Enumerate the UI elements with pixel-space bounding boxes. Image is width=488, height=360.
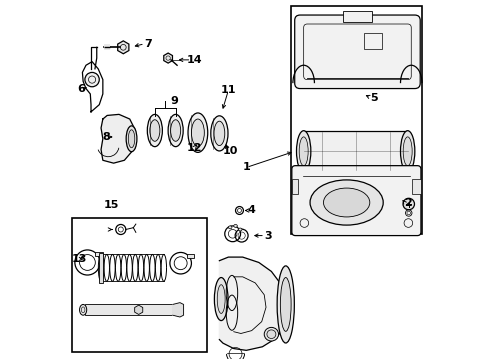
Ellipse shape xyxy=(149,120,160,141)
Text: 10: 10 xyxy=(222,146,237,156)
Bar xyxy=(342,12,371,22)
Ellipse shape xyxy=(233,225,237,227)
Bar xyxy=(85,305,172,315)
Ellipse shape xyxy=(126,126,137,152)
Text: 6: 6 xyxy=(77,84,85,94)
Ellipse shape xyxy=(238,228,242,231)
Ellipse shape xyxy=(309,180,383,225)
Ellipse shape xyxy=(187,113,207,152)
Bar xyxy=(290,6,421,234)
Text: 8: 8 xyxy=(102,132,110,142)
Ellipse shape xyxy=(280,278,290,331)
Ellipse shape xyxy=(210,116,227,151)
Ellipse shape xyxy=(323,188,369,217)
Ellipse shape xyxy=(170,120,180,141)
Text: 12: 12 xyxy=(186,143,202,153)
Text: 2: 2 xyxy=(403,198,411,208)
Text: 13: 13 xyxy=(72,254,87,264)
Bar xyxy=(303,131,407,172)
Text: 4: 4 xyxy=(247,206,255,216)
Ellipse shape xyxy=(217,285,224,314)
Polygon shape xyxy=(101,114,135,163)
Ellipse shape xyxy=(147,114,162,147)
Circle shape xyxy=(85,72,99,87)
Ellipse shape xyxy=(228,226,231,229)
Text: 7: 7 xyxy=(143,39,151,49)
Text: 9: 9 xyxy=(170,96,178,106)
Text: 5: 5 xyxy=(369,93,377,103)
Ellipse shape xyxy=(400,131,414,172)
Ellipse shape xyxy=(191,119,204,146)
Text: 14: 14 xyxy=(186,55,202,65)
FancyBboxPatch shape xyxy=(291,166,420,235)
Text: 15: 15 xyxy=(104,200,119,210)
Ellipse shape xyxy=(264,327,278,341)
Text: 1: 1 xyxy=(242,162,250,172)
Text: 3: 3 xyxy=(264,231,271,240)
Ellipse shape xyxy=(266,330,275,338)
Ellipse shape xyxy=(277,266,294,343)
Ellipse shape xyxy=(299,137,307,166)
Ellipse shape xyxy=(214,121,224,145)
Text: 11: 11 xyxy=(220,85,236,95)
Bar xyxy=(291,179,298,194)
Bar xyxy=(411,179,420,194)
Bar xyxy=(72,218,206,352)
Bar xyxy=(95,252,103,256)
Ellipse shape xyxy=(214,278,227,320)
Bar xyxy=(363,33,381,49)
Ellipse shape xyxy=(168,114,183,147)
Polygon shape xyxy=(172,303,183,317)
FancyBboxPatch shape xyxy=(294,15,419,89)
Ellipse shape xyxy=(296,131,310,172)
Bar xyxy=(187,254,193,258)
Ellipse shape xyxy=(128,130,135,148)
Ellipse shape xyxy=(403,137,411,166)
Circle shape xyxy=(402,198,414,210)
Bar xyxy=(99,253,102,283)
Polygon shape xyxy=(219,257,287,350)
Ellipse shape xyxy=(80,305,86,315)
